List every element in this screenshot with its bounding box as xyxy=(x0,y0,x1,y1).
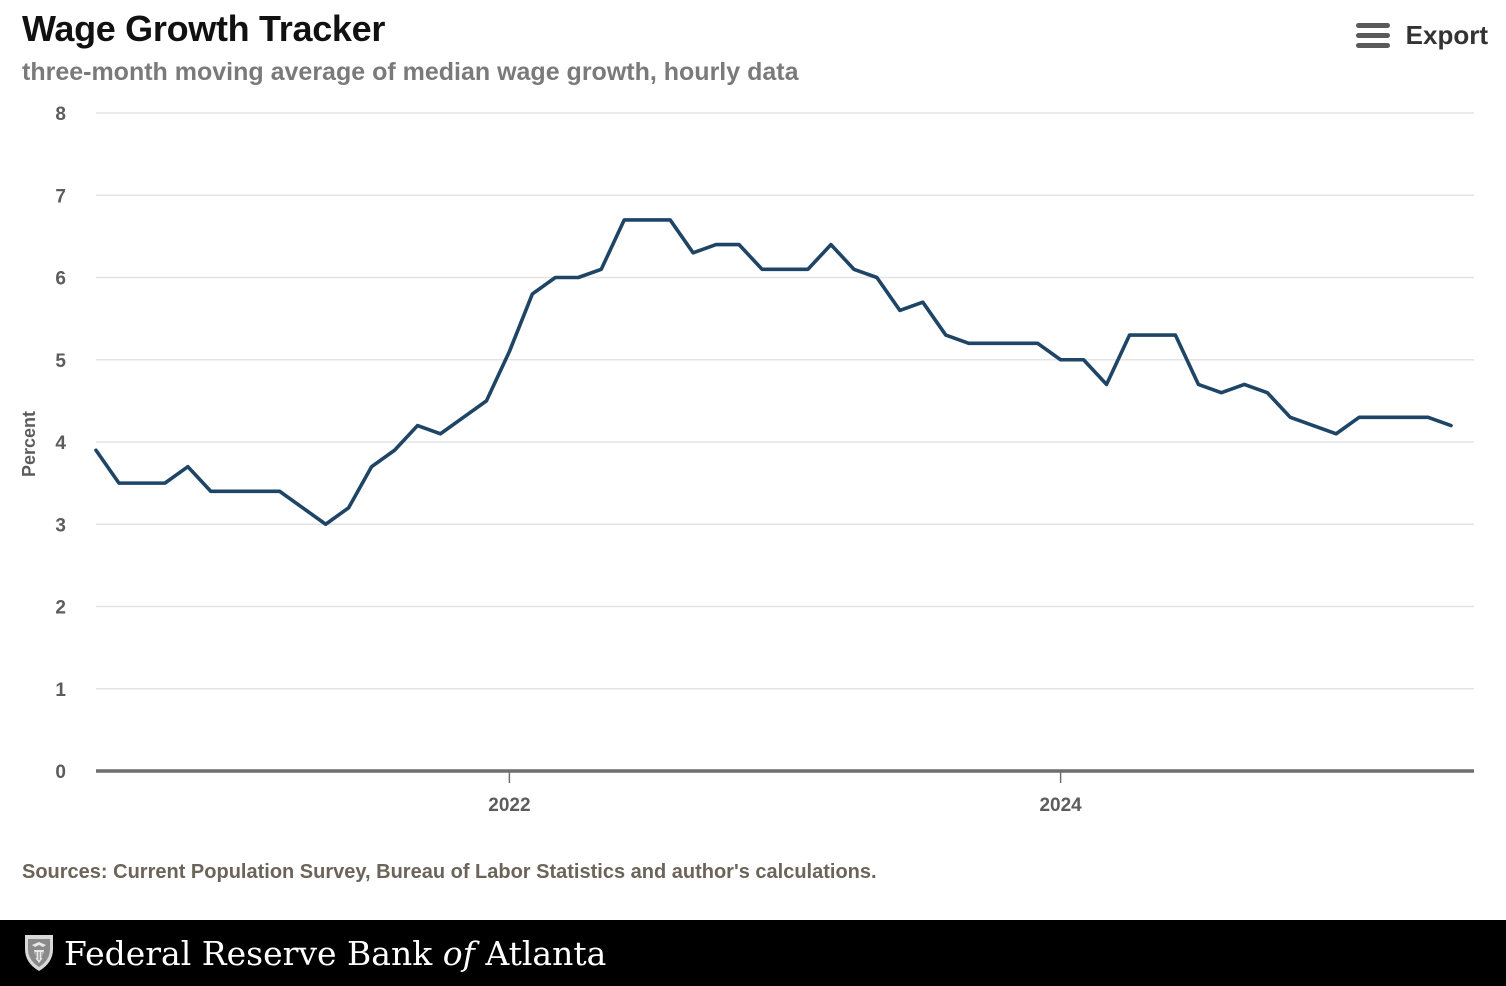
data-point[interactable] xyxy=(1335,432,1338,435)
data-point[interactable] xyxy=(347,506,350,509)
data-point[interactable] xyxy=(1357,416,1361,419)
eagle-seal-icon xyxy=(25,935,53,971)
data-point[interactable] xyxy=(1220,391,1223,394)
data-point[interactable] xyxy=(714,243,718,246)
data-point[interactable] xyxy=(944,333,947,337)
data-point[interactable] xyxy=(301,506,304,509)
data-point[interactable] xyxy=(255,490,258,493)
data-point[interactable] xyxy=(462,416,465,419)
y-tick-label: 3 xyxy=(55,515,66,536)
data-point[interactable] xyxy=(94,449,98,452)
data-point[interactable] xyxy=(439,432,442,435)
footer-bar: Federal Reserve Bank of Atlanta xyxy=(0,920,1506,986)
export-label: Export xyxy=(1405,20,1488,50)
data-point[interactable] xyxy=(898,309,902,312)
y-tick-label: 5 xyxy=(55,351,66,372)
data-point[interactable] xyxy=(1174,333,1177,337)
y-tick-label: 2 xyxy=(55,598,66,619)
data-points xyxy=(94,218,1453,526)
data-point[interactable] xyxy=(531,292,534,296)
data-point[interactable] xyxy=(1403,416,1407,419)
data-point[interactable] xyxy=(278,490,281,493)
x-tick-label: 2024 xyxy=(1039,795,1082,816)
data-point[interactable] xyxy=(600,268,603,271)
footer-name-part1: Federal Reserve Bank xyxy=(64,933,433,973)
footer-name-part2: of xyxy=(442,933,475,973)
y-tick-label: 7 xyxy=(55,186,66,207)
data-point[interactable] xyxy=(990,342,993,345)
data-point[interactable] xyxy=(646,218,649,222)
y-tick-label: 6 xyxy=(55,269,66,290)
data-point[interactable] xyxy=(737,243,741,246)
data-point[interactable] xyxy=(806,268,810,271)
data-point[interactable] xyxy=(1312,424,1315,427)
data-point[interactable] xyxy=(875,276,879,279)
data-point[interactable] xyxy=(209,490,213,493)
chart-subtitle: three-month moving average of median wag… xyxy=(22,58,799,86)
data-point[interactable] xyxy=(232,490,235,493)
data-point[interactable] xyxy=(1036,342,1039,345)
data-point[interactable] xyxy=(967,342,970,345)
data-point[interactable] xyxy=(829,243,833,246)
series xyxy=(94,218,1453,527)
y-axis-title: Percent xyxy=(19,411,39,477)
x-tick-label: 2022 xyxy=(488,795,530,816)
x-axis: 2022 2024 xyxy=(96,769,1474,816)
chart-title: Wage Growth Tracker xyxy=(22,8,386,49)
data-point[interactable] xyxy=(1449,424,1453,427)
data-point[interactable] xyxy=(921,300,924,304)
data-point[interactable] xyxy=(577,276,580,279)
data-point[interactable] xyxy=(163,481,167,485)
data-point[interactable] xyxy=(623,218,626,222)
data-point[interactable] xyxy=(1105,383,1108,386)
data-point[interactable] xyxy=(393,449,396,452)
line-chart: 0 1 2 3 4 5 6 7 8 Percent 2022 2024 xyxy=(19,104,1474,816)
data-point[interactable] xyxy=(1243,383,1246,386)
data-point[interactable] xyxy=(691,251,695,255)
sources-note: Sources: Current Population Survey, Bure… xyxy=(22,861,877,883)
data-point[interactable] xyxy=(760,268,764,271)
data-point[interactable] xyxy=(1289,416,1292,419)
data-point[interactable] xyxy=(1059,358,1062,361)
export-button[interactable]: Export xyxy=(1355,20,1488,51)
hamburger-menu-icon xyxy=(1355,22,1390,49)
series-line[interactable] xyxy=(94,218,1453,527)
data-point[interactable] xyxy=(1082,358,1085,361)
data-point[interactable] xyxy=(1197,383,1200,386)
data-point[interactable] xyxy=(1151,333,1154,337)
data-point[interactable] xyxy=(186,465,190,468)
data-point[interactable] xyxy=(554,276,557,279)
data-point[interactable] xyxy=(852,268,856,271)
data-point[interactable] xyxy=(508,350,511,353)
data-point[interactable] xyxy=(1128,333,1131,337)
data-point[interactable] xyxy=(1380,416,1384,419)
data-point[interactable] xyxy=(668,218,672,222)
footer-bank-name[interactable]: Federal Reserve Bank of Atlanta xyxy=(64,934,606,973)
data-point[interactable] xyxy=(117,481,121,485)
y-tick-label: 0 xyxy=(55,762,66,783)
y-tick-label: 8 xyxy=(55,104,66,125)
data-point[interactable] xyxy=(1013,342,1016,345)
gridlines xyxy=(96,112,1474,690)
data-point[interactable] xyxy=(1266,391,1269,394)
data-point[interactable] xyxy=(370,465,373,468)
y-axis-labels: 0 1 2 3 4 5 6 7 8 Percent xyxy=(19,104,66,783)
data-point[interactable] xyxy=(416,424,419,427)
data-point[interactable] xyxy=(783,268,787,271)
data-point[interactable] xyxy=(485,399,488,403)
y-tick-label: 4 xyxy=(55,433,66,454)
footer-name-part3: Atlanta xyxy=(485,933,607,973)
data-point[interactable] xyxy=(324,523,327,526)
y-tick-label: 1 xyxy=(55,680,66,701)
data-point[interactable] xyxy=(140,481,144,485)
data-point[interactable] xyxy=(1426,416,1430,419)
